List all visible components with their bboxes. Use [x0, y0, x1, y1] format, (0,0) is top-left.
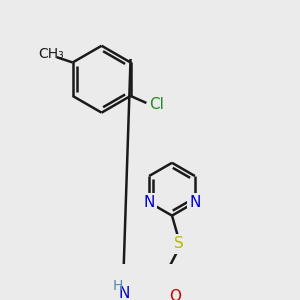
Text: N: N: [143, 195, 155, 210]
Text: Cl: Cl: [149, 97, 164, 112]
Text: S: S: [174, 236, 184, 251]
Text: N: N: [119, 286, 130, 300]
Text: N: N: [189, 195, 201, 210]
Text: CH₃: CH₃: [39, 47, 64, 61]
Text: H: H: [112, 279, 123, 293]
Text: O: O: [169, 289, 181, 300]
